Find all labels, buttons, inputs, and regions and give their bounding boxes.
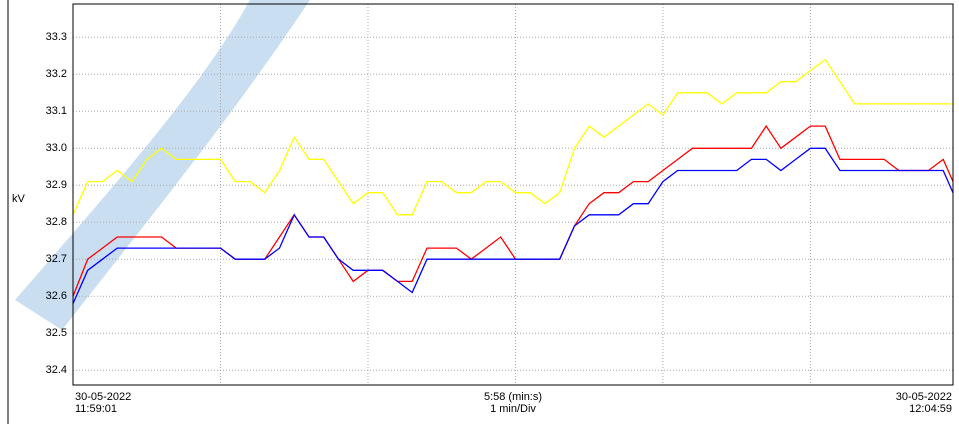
y-tick-label: 33.1 [46, 105, 67, 117]
series-line [72, 58, 953, 216]
y-tick-label: 33.0 [46, 142, 67, 154]
y-tick-label: 32.5 [46, 327, 67, 339]
plot-border [72, 3, 954, 386]
y-tick-label: 32.4 [46, 364, 67, 376]
y-tick-label: 33.3 [46, 31, 67, 43]
y-tick-label: 32.7 [46, 253, 67, 265]
y-axis-label: kV [12, 193, 26, 205]
grid [73, 4, 953, 385]
start-date: 30-05-2022 [75, 391, 131, 403]
y-tick-label: 33.2 [46, 68, 67, 80]
y-tick-label: 32.8 [46, 216, 67, 228]
end-date: 30-05-2022 [896, 391, 952, 403]
span-label: 5:58 (min:s) [484, 391, 542, 403]
plot-lines [72, 58, 954, 304]
series-line [72, 147, 954, 304]
end-time: 12:04:59 [909, 403, 952, 415]
division-label: 1 min/Div [490, 403, 536, 415]
watermark [15, 0, 310, 330]
y-tick-label: 32.9 [46, 179, 67, 191]
start-time: 11:59:01 [75, 403, 117, 415]
y-tick-label: 32.6 [46, 290, 67, 302]
